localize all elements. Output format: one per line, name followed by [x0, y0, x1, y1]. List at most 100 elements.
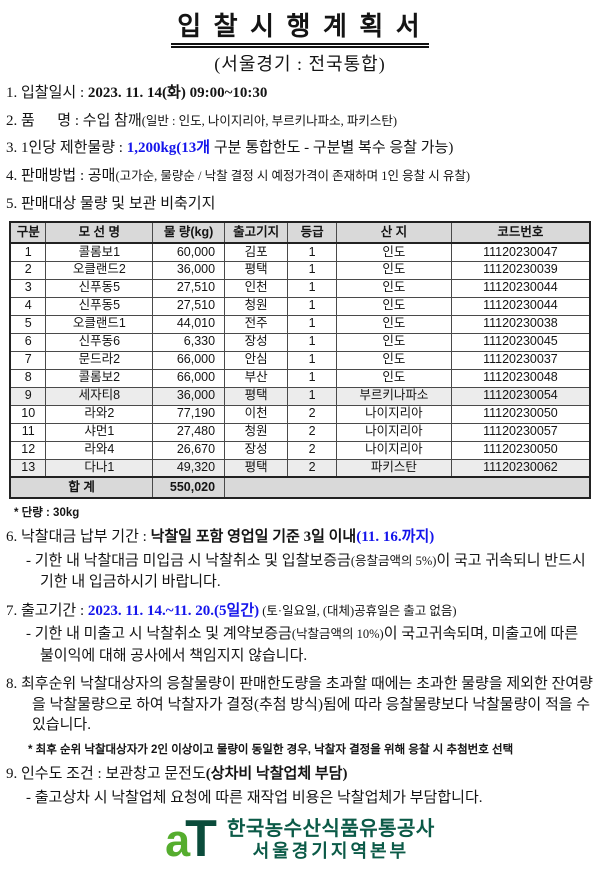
table-cell: 라와2 [45, 404, 154, 424]
table-cell: 이천 [224, 404, 289, 424]
table-cell: 9 [9, 386, 47, 406]
table-cell: 12 [9, 440, 47, 460]
table-cell: 27,510 [152, 278, 226, 298]
table-cell: 11120230048 [450, 368, 591, 388]
table-cell: 36,000 [152, 386, 226, 406]
item-9-sub-text: - 출고상차 시 낙찰업체 요청에 따른 재작업 비용은 낙찰업체가 부담합니다… [26, 789, 483, 806]
table-cell: 인도 [336, 242, 452, 262]
table-cell: 신푸동6 [45, 332, 154, 352]
table-cell: 1 [287, 332, 338, 352]
table-cell: 평택 [224, 260, 289, 280]
cargo-table: 구분 모 선 명 물 량(kg) 출고기지 등급 산 지 코드번호 1 콜롬보1 6… [9, 221, 591, 500]
table-row: 8 콜롬보2 66,000 부산 1 인도 11120230048 [9, 368, 591, 388]
unit-note: * 단량 : 30kg [14, 507, 80, 520]
table-cell: 11120230039 [450, 260, 591, 280]
item-3-highlight: 1,200kg(13개 [126, 140, 211, 157]
table-cell: 77,190 [152, 404, 226, 424]
table-cell: 나이지리아 [336, 422, 452, 442]
table-cell: 파키스탄 [336, 458, 452, 478]
page-title: 입 찰 시 행 계 획 서 [171, 12, 429, 48]
item-1-label: 1. 입찰일시 : [6, 84, 88, 101]
item-7-sub-b: 이 국고귀속되며, 미출고에 따른 불이익에 대해 공사에서 책임지지 않습니다… [40, 626, 579, 664]
table-cell: 샤먼1 [45, 422, 154, 442]
table-cell: 11120230062 [450, 458, 591, 478]
table-cell: 11120230037 [450, 350, 591, 370]
table-cell: 60,000 [152, 242, 226, 262]
item-4-label: 4. 판매방법 : 공매 [6, 167, 116, 184]
item-sale-method: 4. 판매방법 : 공매(고가순, 물량순 / 낙찰 결정 시 예정가격이 존재… [6, 166, 594, 187]
table-cell: 6,330 [152, 332, 226, 352]
item-7-detail: (토·일요일, (대체)공휴일은 출고 없음) [259, 603, 457, 618]
col-header-code: 코드번호 [450, 221, 591, 245]
table-cell: 장성 [224, 440, 289, 460]
table-row: 11 샤먼1 27,480 청원 2 나이지리아 11120230057 [9, 422, 591, 442]
item-5-text: 5. 판매대상 물량 및 보관 비축기지 [6, 195, 216, 212]
table-cell: 49,320 [152, 458, 226, 478]
table-cell: 오클랜드1 [45, 314, 154, 334]
table-cell: 인도 [336, 368, 452, 388]
table-cell: 오클랜드2 [45, 260, 154, 280]
item-6-sub-small: (응찰금액의 5%) [350, 554, 437, 569]
table-cell: 청원 [224, 296, 289, 316]
table-cell: 44,010 [152, 314, 226, 334]
table-cell: 11120230038 [450, 314, 591, 334]
table-cell: 4 [9, 296, 47, 316]
table-cell: 1 [287, 386, 338, 406]
table-cell: 부산 [224, 368, 289, 388]
table-cell: 1 [287, 368, 338, 388]
table-cell: 5 [9, 314, 47, 334]
table-cell: 11 [9, 422, 47, 442]
table-cell: 26,670 [152, 440, 226, 460]
table-cell: 1 [287, 260, 338, 280]
table-cell: 13 [9, 458, 47, 478]
table-cell: 콜롬보2 [45, 368, 154, 388]
table-cell: 신푸동5 [45, 296, 154, 316]
table-cell: 11120230050 [450, 440, 591, 460]
table-cell: 11120230054 [450, 386, 591, 406]
item-4-detail: (고가순, 물량순 / 낙찰 결정 시 예정가격이 존재하며 1인 응찰 시 유… [115, 168, 471, 183]
item-7-label: 7. 출고기간 : [6, 602, 88, 619]
page-subtitle: (서울경기 : 전국통합) [214, 53, 386, 74]
table-header-row: 구분 모 선 명 물 량(kg) 출고기지 등급 산 지 코드번호 [9, 221, 591, 245]
table-cell: 인도 [336, 332, 452, 352]
table-cell: 세자티8 [45, 386, 154, 406]
table-row: 10 라와2 77,190 이천 2 나이지리아 11120230050 [9, 404, 591, 424]
total-empty-cell [224, 476, 591, 499]
item-1-value: 2023. 11. 14(화) 09:00~10:30 [87, 84, 268, 101]
table-row: 7 문드라2 66,000 안심 1 인도 11120230037 [9, 350, 591, 370]
table-cell: 27,480 [152, 422, 226, 442]
item-6-sub: - 기한 내 낙찰대금 미입금 시 낙찰취소 및 입찰보증금(응찰금액의 5%)… [18, 551, 594, 594]
total-label-cell: 합 계 [9, 476, 154, 499]
total-value-cell: 550,020 [152, 476, 226, 499]
col-header-origin: 산 지 [336, 221, 452, 245]
table-cell: 콜롬보1 [45, 242, 154, 262]
table-cell: 1 [287, 278, 338, 298]
col-header-depot: 출고기지 [224, 221, 289, 245]
table-cell: 전주 [224, 314, 289, 334]
table-cell: 2 [287, 440, 338, 460]
table-row: 13 다나1 49,320 평택 2 파키스탄 11120230062 [9, 458, 591, 478]
item-7-sub-small: (낙찰금액의 10%) [291, 627, 384, 642]
table-cell: 11120230050 [450, 404, 591, 424]
table-cell: 1 [287, 314, 338, 334]
table-cell: 10 [9, 404, 47, 424]
table-cell: 인도 [336, 260, 452, 280]
table-cell: 청원 [224, 422, 289, 442]
table-cell: 36,000 [152, 260, 226, 280]
table-cell: 평택 [224, 386, 289, 406]
table-cell: 인도 [336, 296, 452, 316]
table-cell: 2 [9, 260, 47, 280]
item-sale-target: 5. 판매대상 물량 및 보관 비축기지 [6, 194, 594, 215]
col-header-quantity: 물 량(kg) [152, 221, 226, 245]
item-8-text: 8. 최후순위 낙찰대상자의 응찰물량이 판매한도량을 초과할 때에는 초과한 … [6, 675, 593, 734]
table-cell: 인천 [224, 278, 289, 298]
col-header-category: 구분 [9, 221, 47, 245]
table-cell: 1 [287, 350, 338, 370]
item-excess-rule: 8. 최후순위 낙찰대상자의 응찰물량이 판매한도량을 초과할 때에는 초과한 … [6, 674, 594, 736]
table-row: 4 신푸동5 27,510 청원 1 인도 11120230044 [9, 296, 591, 316]
table-cell: 라와4 [45, 440, 154, 460]
lottery-note: * 최후 순위 낙찰대상자가 2인 이상이고 물량이 동일한 경우, 낙찰자 결… [28, 743, 514, 756]
item-6-sub-a: - 기한 내 낙찰대금 미입금 시 낙찰취소 및 입찰보증금 [26, 553, 351, 570]
organization-branch: 서울경기지역본부 [252, 840, 410, 861]
item-release-period: 7. 출고기간 : 2023. 11. 14.~11. 20.(5일간) (토·… [6, 601, 594, 622]
